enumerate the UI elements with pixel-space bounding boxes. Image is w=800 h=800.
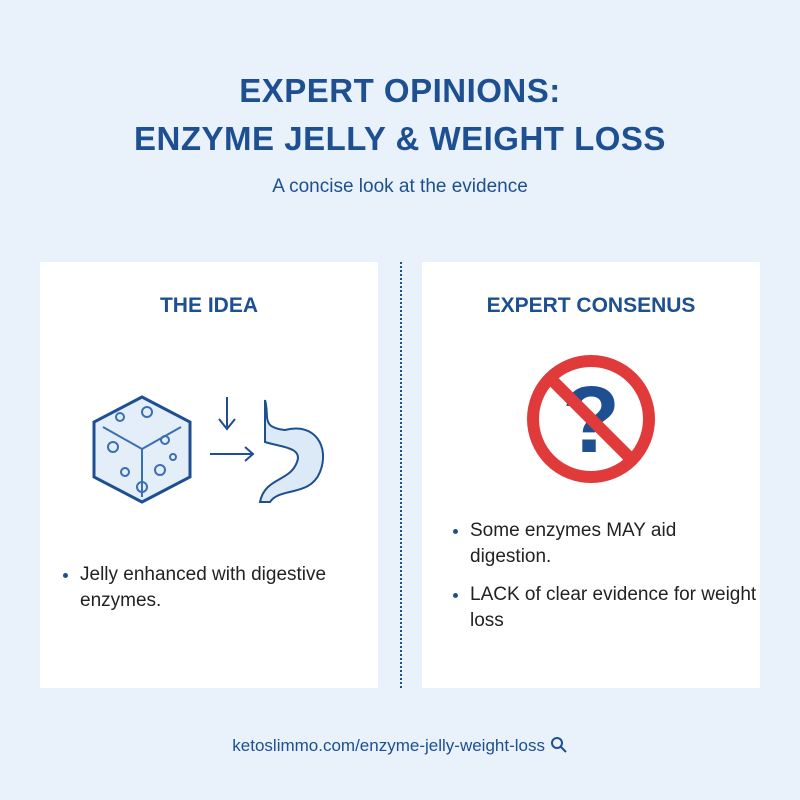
illustration [92,395,325,504]
bullet: Some enzymes MAY aid digestion. [470,518,760,570]
card-heading: EXPERT CONSENUS [486,294,696,317]
bullet: LACK of clear evidence for weight loss [470,582,760,634]
card-heading: THE IDEA [159,294,258,317]
url-text: ketoslimmo.com/enzyme-jelly-weight-loss [232,736,545,755]
title: EXPERT OPINIONS: [239,72,561,109]
bullet: Jelly enhanced with digestive enzymes. [80,562,380,614]
title: ENZYME JELLY & WEIGHT LOSS [134,120,666,157]
card: THE IDEA Jelly enhanced with digestive e… [40,262,378,688]
no-icon: ? [527,355,655,483]
search-icon [550,737,567,753]
divider [400,262,402,688]
subtitle: A concise look at the evidence [272,176,528,197]
footer-url: ketoslimmo.com/enzyme-jelly-weight-loss [0,736,800,756]
card: EXPERT CONSENUS ? Some enzymes MAY aid d… [422,262,760,688]
